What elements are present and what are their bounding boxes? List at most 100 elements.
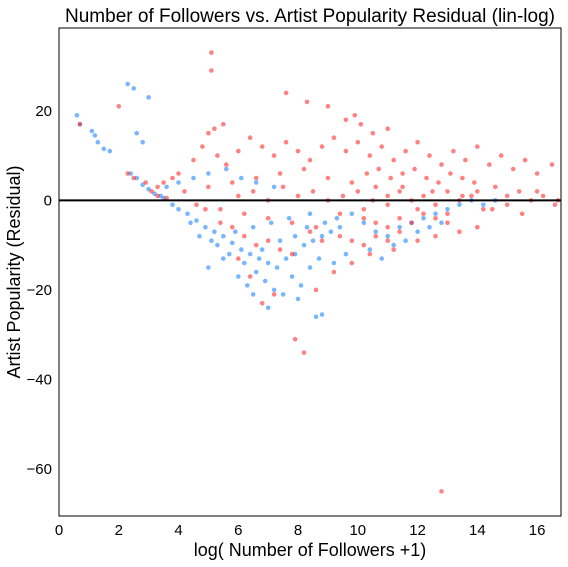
data-point: [331, 135, 337, 140]
data-point: [421, 193, 426, 199]
data-point: [415, 207, 420, 212]
x-axis-title: log( Number of Followers +1): [194, 540, 427, 560]
data-point: [265, 238, 271, 243]
data-point: [262, 278, 268, 284]
x-tick-label: 2: [115, 522, 123, 539]
data-point: [197, 233, 202, 239]
data-point: [155, 193, 160, 199]
data-point: [427, 153, 432, 158]
data-point: [268, 220, 274, 226]
data-point: [313, 287, 319, 293]
data-point: [460, 175, 465, 181]
data-point: [277, 247, 283, 252]
data-point: [280, 292, 286, 297]
data-point: [92, 133, 98, 138]
data-point: [295, 193, 301, 199]
data-point: [316, 256, 322, 261]
data-point: [370, 130, 376, 136]
y-axis-ticks: −60 −40 −20 0 20: [27, 103, 52, 478]
data-point: [250, 224, 256, 230]
data-point: [280, 184, 286, 190]
data-point: [209, 68, 214, 73]
data-point: [301, 350, 307, 355]
data-point: [343, 251, 349, 257]
data-point: [361, 207, 367, 212]
data-point: [283, 139, 289, 145]
data-point: [188, 220, 193, 226]
data-point: [227, 251, 232, 257]
data-point: [221, 256, 226, 261]
data-point: [253, 269, 259, 275]
data-point: [164, 184, 169, 190]
data-point: [519, 211, 525, 217]
data-point: [218, 207, 223, 212]
data-point: [439, 220, 444, 226]
data-point: [349, 260, 355, 266]
data-point: [340, 193, 346, 199]
data-point: [206, 265, 211, 270]
data-point: [307, 229, 313, 234]
data-point: [439, 162, 444, 167]
data-point: [218, 220, 223, 226]
data-point: [367, 153, 373, 158]
data-point: [427, 224, 432, 230]
data-point: [95, 139, 101, 145]
data-point: [236, 274, 241, 279]
data-point: [253, 180, 259, 185]
data-point: [379, 144, 385, 149]
data-point: [364, 171, 370, 176]
data-point: [206, 184, 211, 190]
data-point: [331, 260, 337, 266]
data-point: [469, 193, 474, 199]
data-point: [373, 229, 379, 234]
data-point: [343, 148, 349, 154]
y-tick-label: −20: [27, 282, 52, 299]
data-point: [265, 305, 271, 311]
data-point: [504, 193, 510, 199]
data-point: [215, 153, 220, 158]
data-point: [149, 189, 154, 194]
data-point: [259, 144, 265, 149]
data-point: [155, 184, 160, 190]
data-point: [203, 207, 208, 212]
data-point: [534, 171, 540, 176]
data-point: [373, 220, 379, 226]
data-point: [349, 180, 355, 185]
data-point: [230, 240, 235, 246]
data-point: [125, 81, 130, 87]
data-point: [209, 238, 214, 243]
data-point: [250, 189, 256, 194]
data-points: [74, 50, 561, 494]
data-point: [131, 86, 136, 91]
data-point: [239, 247, 244, 252]
data-point: [191, 157, 196, 163]
data-point: [283, 90, 289, 96]
data-point: [337, 233, 343, 239]
data-point: [403, 238, 408, 243]
data-point: [107, 148, 113, 154]
data-point: [250, 292, 256, 297]
data-point: [319, 144, 325, 149]
data-point: [245, 283, 250, 288]
data-point: [445, 207, 450, 212]
data-point: [388, 175, 394, 181]
data-point: [534, 189, 540, 194]
x-tick-label: 12: [409, 522, 426, 539]
data-point: [203, 224, 208, 230]
data-point: [475, 189, 480, 194]
x-tick-label: 10: [349, 522, 366, 539]
data-point: [361, 216, 367, 221]
data-point: [310, 189, 316, 194]
data-point: [331, 269, 337, 275]
data-point: [445, 220, 450, 226]
y-tick-label: 0: [44, 192, 52, 209]
data-point: [448, 171, 453, 176]
data-point: [170, 175, 175, 181]
data-point: [209, 50, 214, 55]
data-point: [295, 148, 301, 154]
data-point: [307, 211, 313, 217]
data-point: [516, 189, 522, 194]
data-point: [313, 314, 319, 320]
data-point: [349, 238, 355, 243]
y-tick-label: 20: [35, 103, 52, 120]
